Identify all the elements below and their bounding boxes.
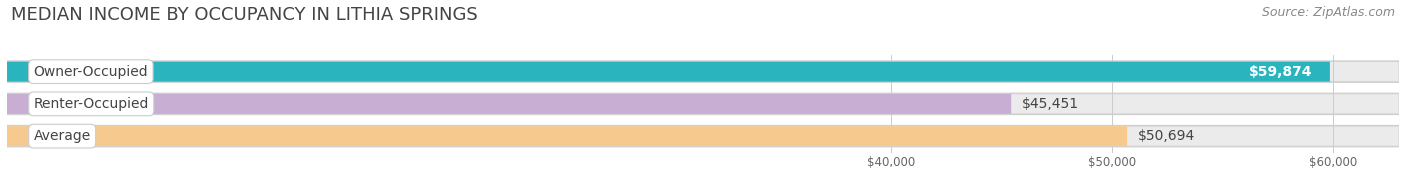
Text: Renter-Occupied: Renter-Occupied — [34, 97, 149, 111]
FancyBboxPatch shape — [7, 125, 1399, 147]
Text: $45,451: $45,451 — [1022, 97, 1080, 111]
Text: Source: ZipAtlas.com: Source: ZipAtlas.com — [1261, 6, 1395, 19]
FancyBboxPatch shape — [7, 60, 1399, 83]
FancyBboxPatch shape — [7, 62, 1399, 82]
FancyBboxPatch shape — [7, 126, 1128, 146]
Text: MEDIAN INCOME BY OCCUPANCY IN LITHIA SPRINGS: MEDIAN INCOME BY OCCUPANCY IN LITHIA SPR… — [11, 6, 478, 24]
Text: $59,874: $59,874 — [1249, 65, 1312, 79]
FancyBboxPatch shape — [7, 62, 1330, 82]
FancyBboxPatch shape — [7, 126, 1399, 146]
FancyBboxPatch shape — [7, 93, 1399, 115]
Text: Owner-Occupied: Owner-Occupied — [34, 65, 148, 79]
Text: $50,694: $50,694 — [1137, 129, 1195, 143]
FancyBboxPatch shape — [7, 94, 1399, 114]
Text: Average: Average — [34, 129, 91, 143]
FancyBboxPatch shape — [7, 94, 1011, 114]
